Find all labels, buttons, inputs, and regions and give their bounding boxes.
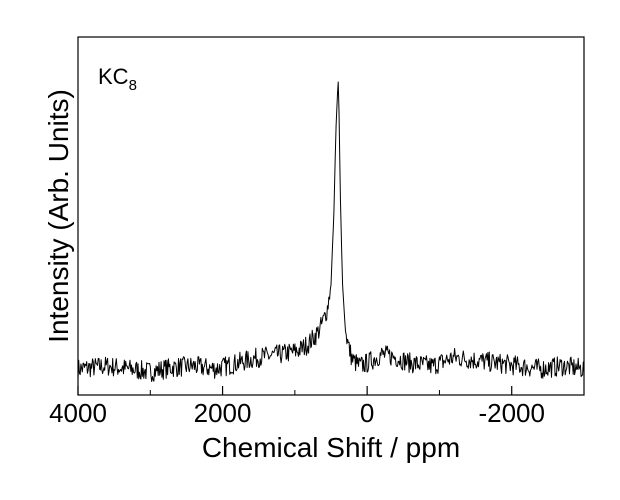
x-tick-label: 4000: [49, 398, 107, 428]
x-tick-label: 0: [360, 398, 374, 428]
x-axis-title: Chemical Shift / ppm: [202, 432, 460, 463]
x-axis-tick-labels: 4000 2000 0 -2000: [49, 398, 545, 428]
annotation-kc8: KC8: [98, 64, 137, 94]
y-axis-title: Intensity (Arb. Units): [43, 89, 74, 343]
x-axis-ticks: [77, 386, 585, 395]
spectrum-series-line: [77, 81, 585, 382]
plot-frame: [77, 36, 585, 396]
x-tick-label: 2000: [194, 398, 252, 428]
x-tick-label: -2000: [478, 398, 545, 428]
